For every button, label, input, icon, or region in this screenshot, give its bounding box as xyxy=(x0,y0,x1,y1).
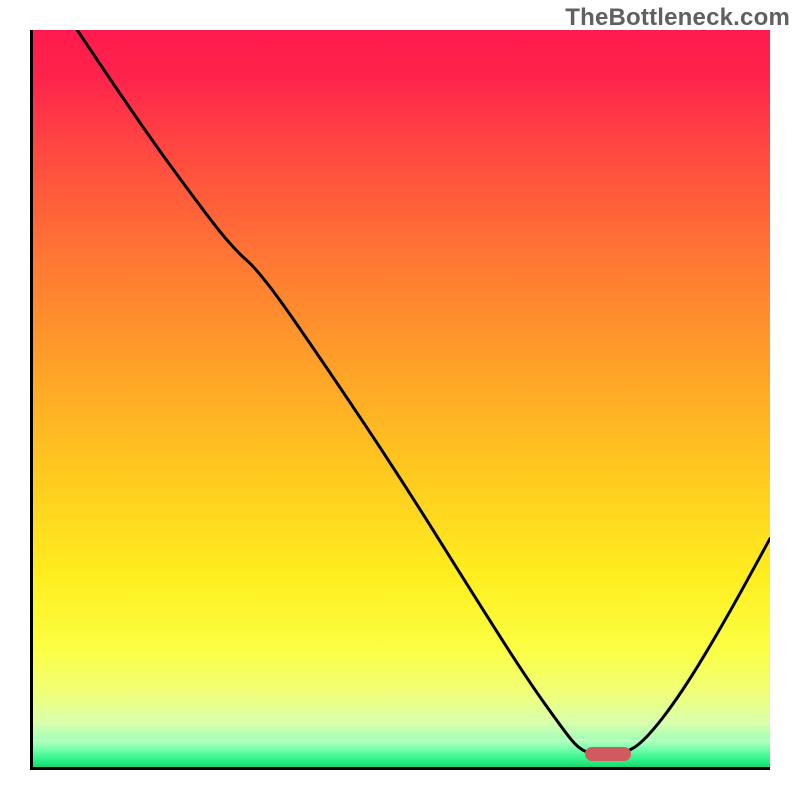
plot-area xyxy=(30,30,770,770)
chart-frame: TheBottleneck.com xyxy=(0,0,800,800)
optimal-marker xyxy=(585,747,631,761)
bottleneck-curve xyxy=(33,30,770,767)
curve-path xyxy=(77,30,770,754)
watermark-text: TheBottleneck.com xyxy=(565,4,790,32)
